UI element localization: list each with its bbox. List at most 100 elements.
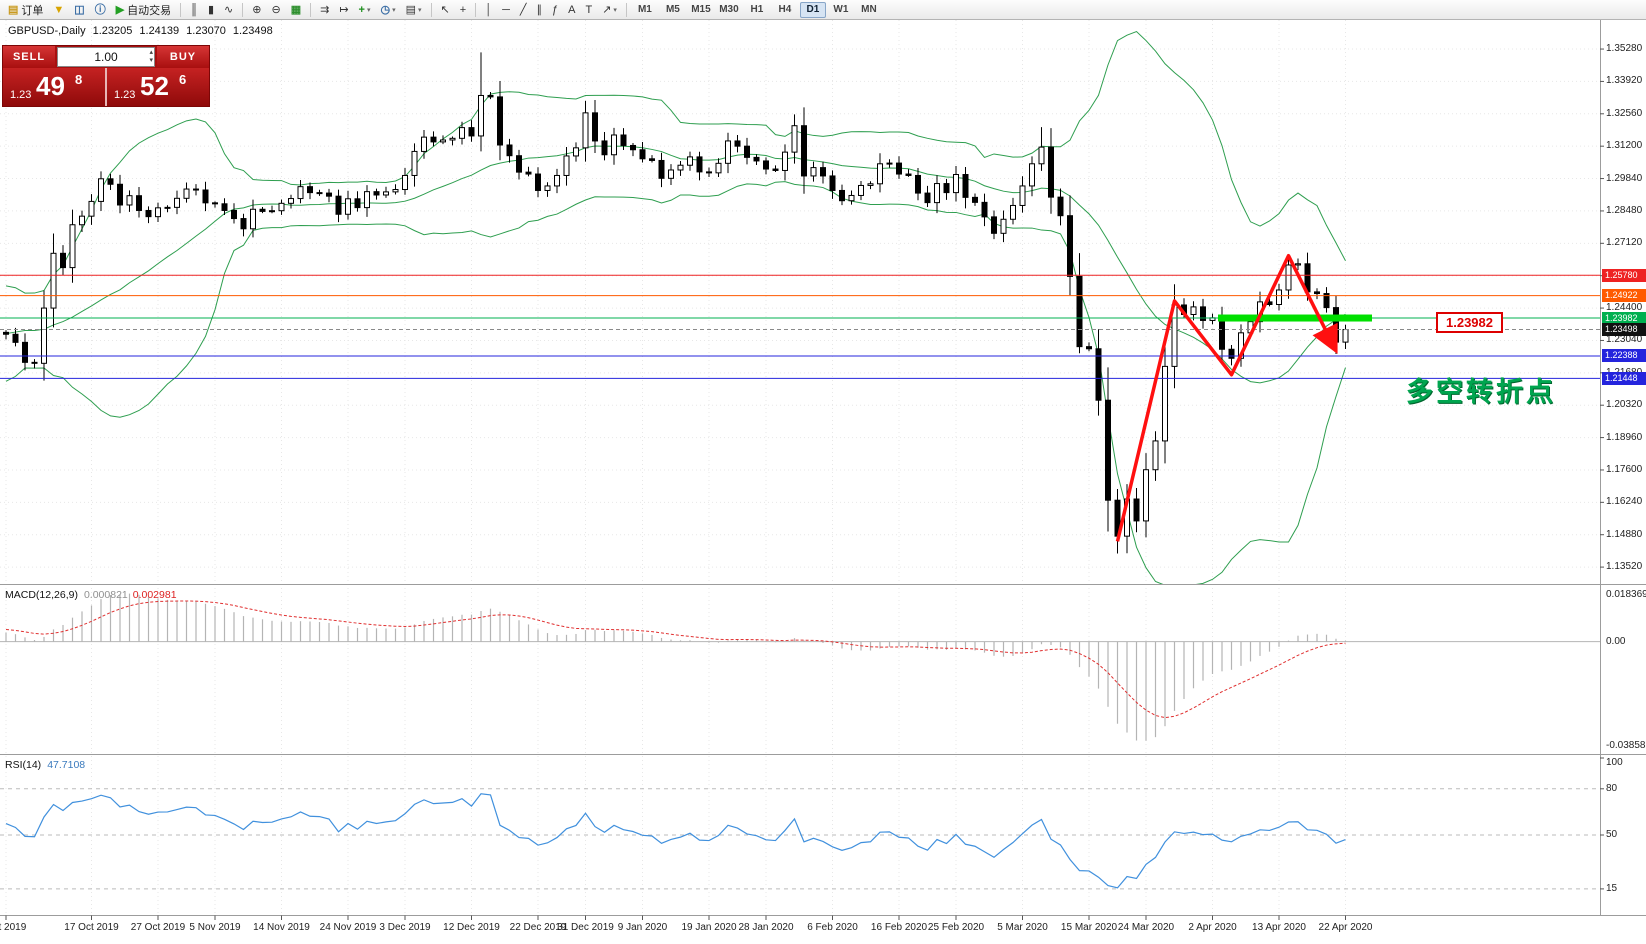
fibonacci-icon[interactable]: ƒ (548, 2, 562, 18)
time-axis-label: 3 Dec 2019 (379, 922, 431, 933)
text-icon[interactable]: A (564, 2, 579, 18)
grid (0, 20, 1600, 914)
price-level-label: 1.22388 (1602, 349, 1646, 363)
toolbar-separator (242, 2, 244, 17)
new-chart-button[interactable]: + ▾ (355, 2, 375, 18)
price-tick-label: 1.14880 (1606, 528, 1643, 540)
tile-windows-icon[interactable]: ▦ (287, 2, 305, 18)
time-axis-label: 6 Feb 2020 (807, 922, 858, 933)
time-axis-label: 19 Jan 2020 (681, 922, 737, 933)
timeframe-d1[interactable]: D1 (799, 1, 826, 18)
time-axis-label: 24 Mar 2020 (1117, 922, 1175, 933)
chart-window-icon[interactable]: ◫ (70, 2, 88, 18)
zoom-in-icon: ⊕ (252, 3, 262, 16)
price-level-callout: 1.23982 (1436, 312, 1503, 333)
line-chart-icon: ∿ (224, 3, 234, 16)
timeframe-mn[interactable]: MN (861, 3, 877, 15)
macd-panel (0, 593, 1600, 741)
horizontal-line-icon: ─ (502, 3, 510, 16)
vertical-line-icon: │ (485, 3, 493, 16)
info-icon[interactable]: ⓘ (91, 2, 110, 18)
cursor-icon[interactable]: ↖ (437, 2, 454, 18)
price-tick-label: 1.16240 (1606, 496, 1643, 508)
price-tick-label: 1.17600 (1606, 463, 1643, 475)
sell-price-pip: 8 (75, 72, 83, 87)
low-value: 1.23070 (186, 25, 226, 37)
profiles-clock-icon: ◷ (380, 3, 391, 16)
chart-shift-icon[interactable]: ↦ (335, 2, 352, 18)
volume-input[interactable]: 1.00 ▴ ▾ (57, 47, 155, 67)
volume-stepper[interactable]: ▴ ▾ (149, 49, 153, 65)
autotrade-icon: ▶ (115, 3, 125, 16)
horizontal-line-icon[interactable]: ─ (498, 2, 514, 18)
price-tick-label: 1.23040 (1606, 334, 1643, 346)
price-tick-label: 1.33920 (1606, 75, 1643, 87)
volume-up-icon[interactable]: ▴ (149, 49, 153, 56)
sell-price-button[interactable]: 1.23 49 8 (3, 68, 105, 106)
sell-button[interactable]: SELL (3, 46, 55, 68)
toolbar-separator (625, 2, 627, 17)
timeframe-m5[interactable]: M5 (665, 3, 680, 15)
time-axis-label: 16 Feb 2020 (870, 922, 928, 933)
auto-scroll-icon[interactable]: ⇉ (316, 2, 333, 18)
bar-chart-icon[interactable]: ║ (186, 2, 202, 18)
channel-icon[interactable]: ∥ (532, 2, 546, 18)
auto-scroll-icon: ⇉ (320, 3, 330, 16)
bollinger-bands (5, 30, 1346, 584)
support-zone-bar (1218, 314, 1372, 322)
timeframe-m15[interactable]: M15 (691, 3, 711, 15)
crosshair-icon[interactable]: + (456, 2, 470, 18)
market-watch-icon[interactable]: ▼ (49, 2, 68, 18)
candles (3, 52, 1349, 554)
high-value: 1.24139 (139, 25, 180, 37)
time-axis-label: 15 Mar 2020 (1060, 922, 1118, 933)
timeframe-h1[interactable]: H1 (750, 3, 764, 15)
rsi-level-label: 100 (1606, 757, 1623, 768)
volume-down-icon[interactable]: ▾ (149, 57, 153, 64)
trade-panel-price-row: 1.23 49 8 1.23 52 6 (3, 68, 209, 106)
candlestick-chart-icon[interactable]: ▮ (204, 2, 218, 18)
price-level-label: 1.23982 (1602, 311, 1646, 325)
price-tick-label: 1.32560 (1606, 107, 1643, 119)
dropdown-caret-icon: ▾ (392, 6, 396, 14)
buy-price-button[interactable]: 1.23 52 6 (105, 68, 209, 106)
symbol-period-label: GBPUSD-,Daily (8, 25, 86, 37)
new-order-button-label: 订单 (21, 4, 44, 17)
autotrade-button[interactable]: ▶ 自动交易 (112, 2, 175, 18)
rsi-panel (0, 788, 1600, 890)
chart-shift-icon: ↦ (339, 3, 349, 16)
trend-zigzag-arrow (1115, 253, 1338, 542)
price-tick-label: 1.27120 (1606, 237, 1643, 249)
label-icon[interactable]: T (581, 2, 596, 18)
buy-price-big: 52 (140, 71, 169, 101)
price-tick-label: 1.13520 (1606, 561, 1643, 573)
time-axis-label: 17 Oct 2019 (64, 922, 119, 933)
time-axis-label: 13 Apr 2020 (1252, 922, 1306, 933)
timeframe-h4[interactable]: H4 (778, 3, 792, 15)
shapes-arrows-icon[interactable]: ↗ ▾ (598, 2, 621, 18)
vertical-line-icon[interactable]: │ (481, 2, 496, 18)
new-chart-icon: + (358, 3, 365, 16)
timeframe-m1[interactable]: M1 (637, 3, 652, 15)
new-order-button[interactable]: ▤ 订单 (4, 2, 47, 18)
turning-point-annotation: 多空转折点 (1406, 377, 1556, 407)
toolbar-separator (430, 2, 432, 17)
candlestick-chart-icon: ▮ (207, 3, 215, 16)
bar-chart-icon: ║ (190, 3, 198, 16)
toolbar-separator (310, 2, 312, 17)
price-tick-label: 1.18960 (1606, 431, 1643, 443)
price-tick-label: 1.29840 (1606, 172, 1643, 184)
dropdown-caret-icon: ▾ (613, 6, 617, 14)
line-chart-icon[interactable]: ∿ (220, 2, 237, 18)
profiles-clock-icon[interactable]: ◷ ▾ (376, 2, 399, 18)
zoom-in-icon[interactable]: ⊕ (248, 2, 265, 18)
indicator-list-icon[interactable]: ▤ ▾ (402, 2, 426, 18)
trendline-icon[interactable]: ╱ (516, 2, 531, 18)
dropdown-caret-icon: ▾ (366, 6, 371, 14)
buy-button[interactable]: BUY (157, 46, 209, 68)
timeframe-m30[interactable]: M30 (719, 3, 739, 15)
zoom-out-icon[interactable]: ⊖ (267, 2, 284, 18)
timeframe-w1[interactable]: W1 (833, 3, 849, 15)
